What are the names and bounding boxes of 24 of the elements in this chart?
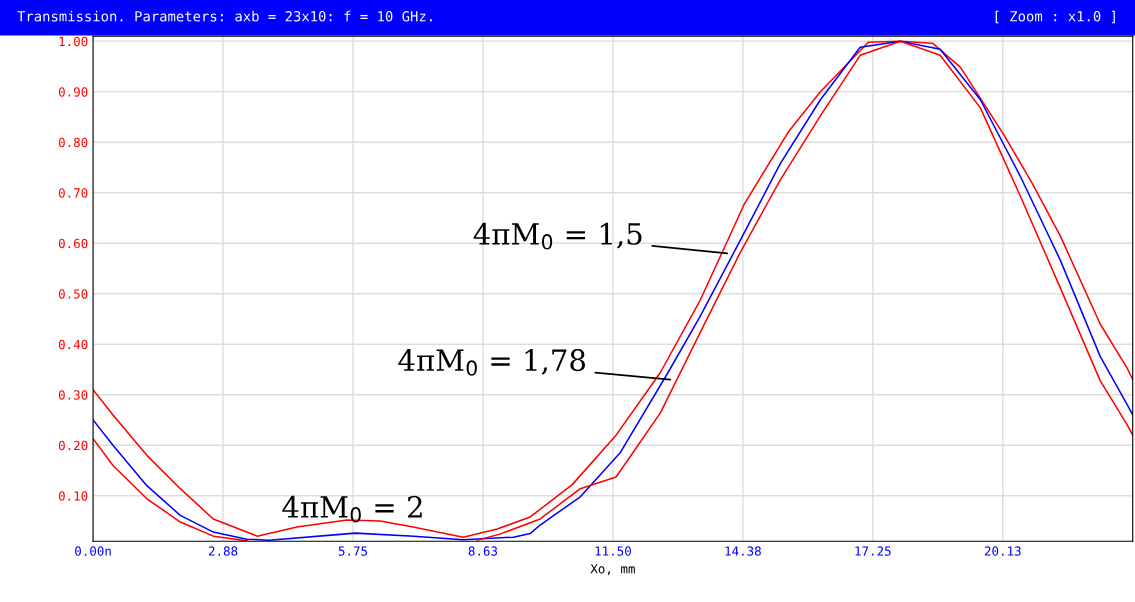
x-tick-label: 14.38 bbox=[725, 546, 761, 556]
y-tick-label: 0.90 bbox=[58, 87, 88, 97]
annotation: 4πM$_{0}$ = 1,78 bbox=[398, 349, 586, 376]
y-tick-label: 0.20 bbox=[58, 440, 88, 451]
x-tick-label: 5.75 bbox=[338, 546, 368, 556]
y-tick-label: 0.50 bbox=[58, 289, 88, 299]
x-tick-label: 8.63 bbox=[468, 546, 498, 556]
x-axis-title: Xo, mm bbox=[590, 564, 635, 576]
x-tick-label: 11.50 bbox=[595, 546, 631, 556]
text: [ Zoom : x1.0 ] bbox=[995, 10, 1115, 24]
x-tick-label: 0.00n bbox=[75, 546, 111, 556]
y-tick-label: 0.70 bbox=[58, 188, 88, 198]
y-tick-label: 1.00 bbox=[59, 36, 88, 47]
chart-title: Transmission. Parameters: axb = 23x10: f = 10 GHz. bbox=[17, 10, 432, 22]
annotation: 4πM$_{0}$ = 2 bbox=[282, 495, 422, 523]
y-tick-label: 0.80 bbox=[58, 137, 88, 148]
x-tick-label: 17.25 bbox=[855, 546, 891, 556]
y-tick-label: 0.30 bbox=[58, 390, 88, 400]
y-tick-label: 0.40 bbox=[58, 339, 88, 350]
y-tick-label: 0.10 bbox=[58, 491, 88, 501]
annotation: 4πM$_{0}$ = 1,5 bbox=[473, 222, 642, 250]
x-tick-label: 20.13 bbox=[984, 546, 1021, 556]
y-tick-label: 0.60 bbox=[58, 238, 88, 249]
x-tick-label: 2.88 bbox=[208, 546, 238, 556]
